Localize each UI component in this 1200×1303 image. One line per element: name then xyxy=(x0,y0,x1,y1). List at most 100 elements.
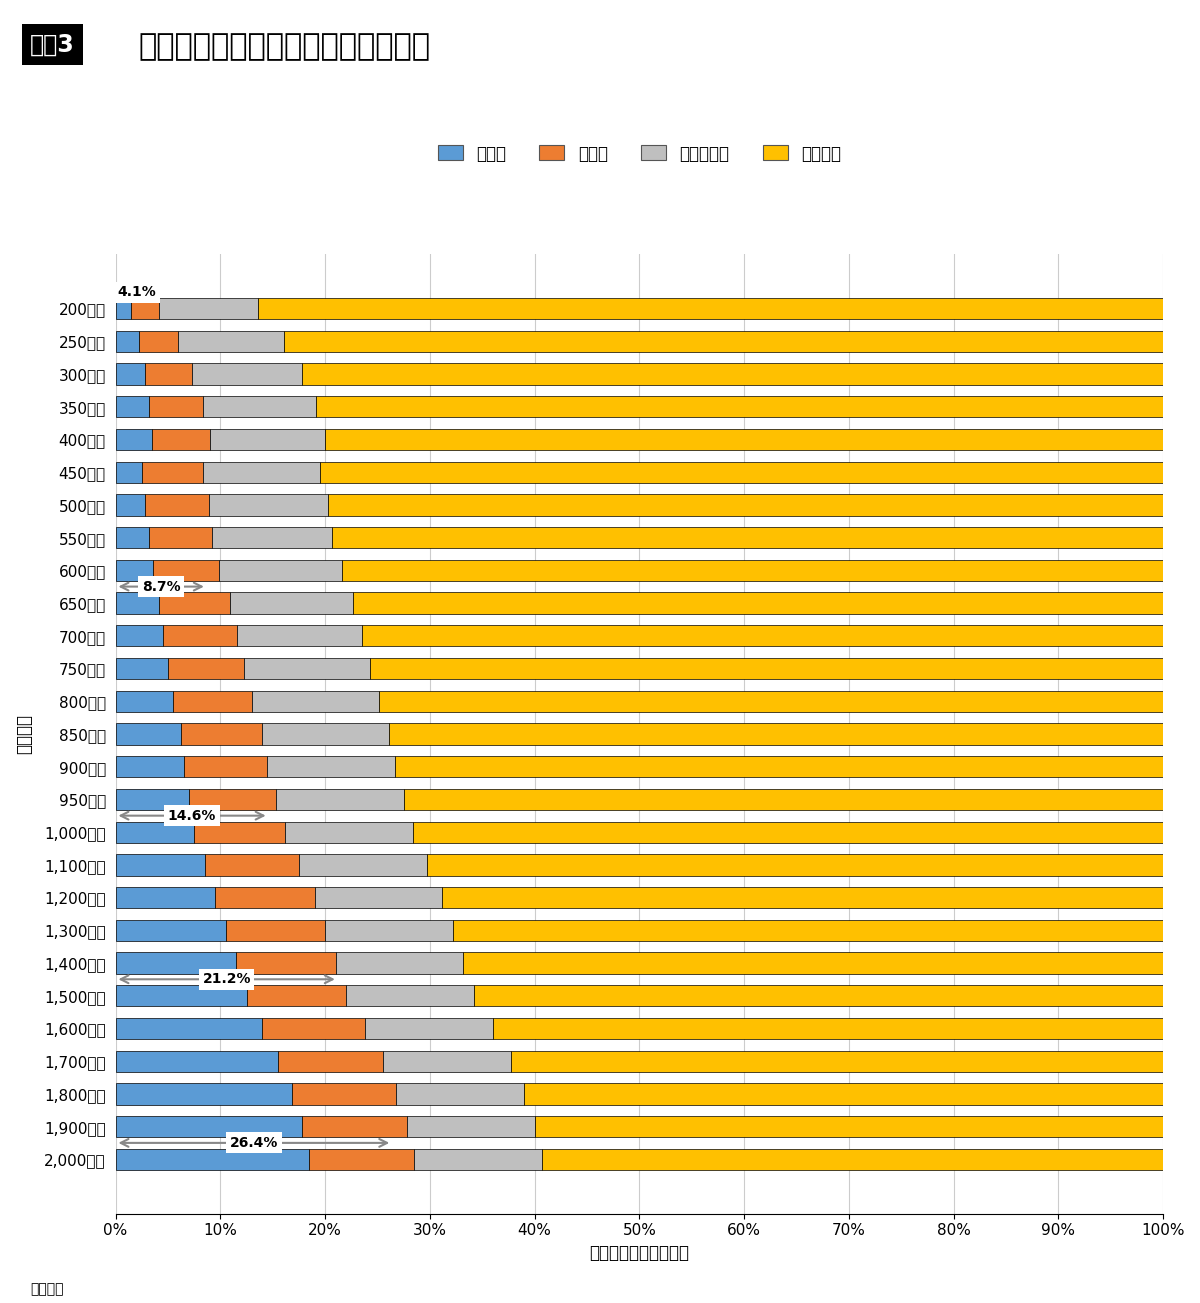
Bar xyxy=(203,396,316,417)
Y-axis label: 額面年収: 額面年収 xyxy=(14,714,32,754)
Bar xyxy=(142,461,203,483)
Bar xyxy=(342,560,1163,581)
Bar xyxy=(452,920,1163,941)
Bar xyxy=(403,788,1163,810)
Bar xyxy=(115,396,149,417)
Bar xyxy=(310,1149,414,1170)
Bar xyxy=(389,723,1163,744)
Bar xyxy=(152,429,210,450)
Bar xyxy=(336,952,463,973)
Bar xyxy=(316,396,1163,417)
Bar xyxy=(139,331,179,352)
Text: 26.4%: 26.4% xyxy=(229,1136,278,1149)
Bar xyxy=(115,855,205,876)
Bar xyxy=(158,593,229,614)
Bar xyxy=(115,364,145,384)
Bar xyxy=(474,985,1163,1006)
Bar xyxy=(210,429,325,450)
Bar xyxy=(263,723,389,744)
Bar xyxy=(154,560,220,581)
Bar xyxy=(115,494,145,516)
Bar xyxy=(332,526,1163,549)
Bar xyxy=(188,788,276,810)
Bar xyxy=(346,985,474,1006)
Bar xyxy=(325,920,452,941)
Bar xyxy=(493,1018,1163,1040)
Text: 21.2%: 21.2% xyxy=(203,972,251,986)
Bar xyxy=(236,952,336,973)
Bar xyxy=(131,298,158,319)
Bar xyxy=(115,658,168,679)
Bar xyxy=(365,1018,493,1040)
Bar xyxy=(115,788,188,810)
Bar xyxy=(179,331,284,352)
Bar xyxy=(149,396,203,417)
Bar xyxy=(286,822,413,843)
Bar xyxy=(149,526,212,549)
Bar xyxy=(168,658,245,679)
Bar xyxy=(378,691,1163,711)
X-axis label: 額面年収に対する割合: 額面年収に対する割合 xyxy=(589,1244,690,1261)
Bar xyxy=(115,1149,310,1170)
Text: 14.6%: 14.6% xyxy=(168,809,216,822)
Bar xyxy=(184,756,268,778)
Bar xyxy=(302,364,1163,384)
Bar xyxy=(443,887,1163,908)
Text: 8.7%: 8.7% xyxy=(142,580,180,594)
Bar xyxy=(115,593,158,614)
Text: 図表3: 図表3 xyxy=(30,33,74,56)
Bar xyxy=(115,1117,302,1138)
Bar xyxy=(209,494,329,516)
Bar xyxy=(413,822,1163,843)
Bar xyxy=(205,855,299,876)
Bar xyxy=(535,1117,1163,1138)
Bar xyxy=(268,756,395,778)
Bar xyxy=(115,1083,292,1105)
Bar xyxy=(278,1050,383,1072)
Bar xyxy=(238,625,361,646)
Bar xyxy=(145,364,192,384)
Bar xyxy=(115,526,149,549)
Bar xyxy=(510,1050,1163,1072)
Bar xyxy=(115,560,154,581)
Bar xyxy=(212,526,332,549)
Bar xyxy=(414,1149,542,1170)
Bar xyxy=(361,625,1163,646)
Bar xyxy=(115,920,226,941)
Bar xyxy=(145,494,209,516)
Bar xyxy=(115,723,180,744)
Bar xyxy=(115,1050,278,1072)
Bar xyxy=(246,985,346,1006)
Bar xyxy=(396,1083,524,1105)
Bar xyxy=(115,625,163,646)
Bar xyxy=(329,494,1163,516)
Bar xyxy=(427,855,1163,876)
Text: 年収における税金・社会保険の割合: 年収における税金・社会保険の割合 xyxy=(138,33,430,61)
Bar xyxy=(115,298,131,319)
Bar xyxy=(115,887,215,908)
Bar xyxy=(524,1083,1163,1105)
Bar xyxy=(203,461,320,483)
Bar xyxy=(115,331,139,352)
Bar xyxy=(215,887,314,908)
Bar xyxy=(229,593,354,614)
Bar xyxy=(263,1018,365,1040)
Bar xyxy=(115,691,173,711)
Bar xyxy=(284,331,1163,352)
Bar xyxy=(180,723,263,744)
Bar xyxy=(115,822,194,843)
Bar xyxy=(245,658,370,679)
Bar xyxy=(115,952,236,973)
Legend: 所得税, 住民税, 社会保険料, 手取り額: 所得税, 住民税, 社会保険料, 手取り額 xyxy=(431,138,847,169)
Text: 筆者作成: 筆者作成 xyxy=(30,1282,64,1296)
Bar xyxy=(258,298,1163,319)
Bar xyxy=(276,788,403,810)
Bar xyxy=(542,1149,1163,1170)
Bar xyxy=(220,560,342,581)
Bar xyxy=(115,985,246,1006)
Bar xyxy=(292,1083,396,1105)
Bar xyxy=(115,1018,263,1040)
Bar xyxy=(407,1117,535,1138)
Bar xyxy=(163,625,238,646)
Bar xyxy=(299,855,427,876)
